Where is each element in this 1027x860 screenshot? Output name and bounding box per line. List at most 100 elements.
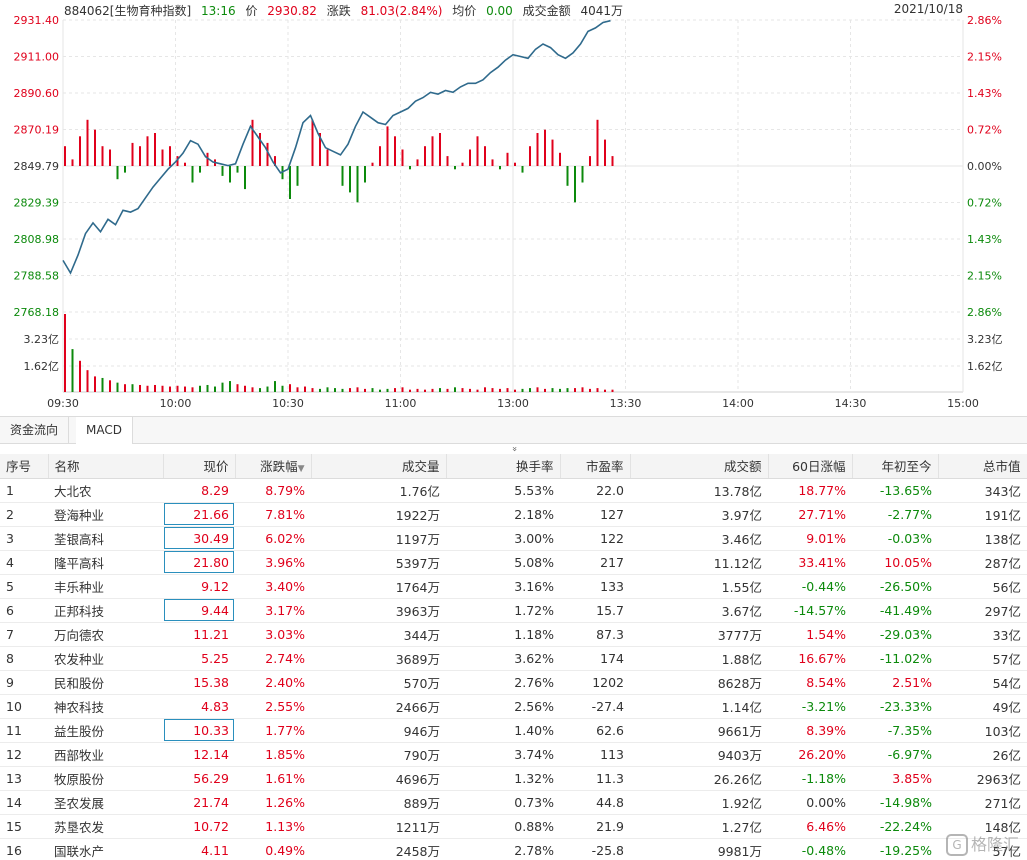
- cell-volume: 1.76亿: [311, 478, 446, 503]
- table-row[interactable]: 4 隆平高科 21.80 3.96% 5397万 5.08% 217 11.12亿 33.41%…: [0, 550, 1027, 575]
- cell-volume: 1211万: [311, 814, 446, 839]
- flow-bar: [469, 149, 471, 166]
- col-ytd[interactable]: 年初至今: [852, 454, 939, 479]
- collapse-toggle-icon[interactable]: »: [509, 446, 519, 452]
- flow-bar: [94, 129, 96, 166]
- amount-value: 4041万: [580, 4, 624, 18]
- cell-market-cap: 54亿: [938, 670, 1027, 695]
- cell-60d-change: -0.48%: [768, 838, 852, 860]
- volume-bar: [304, 386, 306, 392]
- table-row[interactable]: 11 益生股份 10.33 1.77% 946万 1.40% 62.6 9661万 8.39% -…: [0, 718, 1027, 743]
- cell-name: 隆平高科: [48, 550, 163, 575]
- flow-bar: [109, 149, 111, 166]
- cell-ytd: -19.25%: [852, 838, 938, 860]
- table-row[interactable]: 7 万向德农 11.21 3.03% 344万 1.18% 87.3 3777万 1.54% -2…: [0, 622, 1027, 647]
- cell-name: 苏垦农发: [48, 814, 163, 839]
- col-name[interactable]: 名称: [48, 454, 164, 479]
- intraday-chart[interactable]: 2931.40 2911.00 2890.60 2870.19 2849.79 2829.…: [0, 0, 1027, 412]
- price-value: 2930.82: [267, 4, 317, 18]
- cell-volume: 1764万: [311, 574, 446, 599]
- tab-macd[interactable]: MACD: [76, 417, 133, 444]
- cell-60d-change: 26.20%: [768, 742, 852, 767]
- cell-name: 西部牧业: [48, 742, 163, 767]
- cell-volume: 889万: [311, 790, 446, 815]
- cell-market-cap: 271亿: [938, 790, 1027, 815]
- table-row[interactable]: 9 民和股份 15.38 2.40% 570万 2.76% 1202 8628万 8.54% 2.…: [0, 670, 1027, 695]
- table-row[interactable]: 12 西部牧业 12.14 1.85% 790万 3.74% 113 9403万 26.20% -…: [0, 742, 1027, 767]
- cell-turnover: 1.32%: [446, 766, 560, 791]
- table-row[interactable]: 6 正邦科技 9.44 3.17% 3963万 1.72% 15.7 3.67亿 -14.57%…: [0, 598, 1027, 623]
- volume-bar: [71, 349, 74, 392]
- table-row[interactable]: 13 牧原股份 56.29 1.61% 4696万 1.32% 11.3 26.26亿 -1.1…: [0, 766, 1027, 791]
- flow-bar: [311, 119, 314, 166]
- cell-market-cap: 2963亿: [938, 766, 1027, 791]
- cell-ytd: -29.03%: [852, 622, 938, 647]
- flow-bar: [124, 166, 126, 173]
- cell-change-pct: 3.17%: [235, 598, 311, 623]
- col-pe[interactable]: 市盈率: [560, 454, 631, 479]
- col-price[interactable]: 现价: [163, 454, 236, 479]
- index-code-name: 884062[生物育种指数]: [64, 4, 192, 18]
- table-row[interactable]: 2 登海种业 21.66 7.81% 1922万 2.18% 127 3.97亿 27.71% -…: [0, 502, 1027, 527]
- flow-bar: [431, 136, 434, 166]
- flow-bar: [379, 146, 381, 166]
- col-index[interactable]: 序号: [0, 454, 49, 479]
- col-turnover[interactable]: 换手率: [446, 454, 561, 479]
- volume-bar: [604, 389, 606, 392]
- time-tick-label: 13:00: [497, 397, 529, 410]
- cell-market-cap: 49亿: [938, 694, 1027, 719]
- cell-pe: 11.3: [560, 766, 630, 791]
- volume-bar: [514, 389, 516, 392]
- flow-bar: [559, 152, 561, 166]
- cell-index: 7: [0, 622, 48, 647]
- cell-volume: 2458万: [311, 838, 446, 860]
- change-value: 81.03(2.84%): [360, 4, 443, 18]
- cell-index: 15: [0, 814, 48, 839]
- cell-turnover: 5.53%: [446, 478, 560, 503]
- cell-name: 神农科技: [48, 694, 163, 719]
- flow-bar: [439, 133, 441, 166]
- col-amount[interactable]: 成交额: [630, 454, 769, 479]
- table-row[interactable]: 15 苏垦农发 10.72 1.13% 1211万 0.88% 21.9 1.27亿 6.46%…: [0, 814, 1027, 839]
- cell-60d-change: -0.44%: [768, 574, 852, 599]
- cell-ytd: -22.24%: [852, 814, 938, 839]
- table-row[interactable]: 1 大北农 8.29 8.79% 1.76亿 5.53% 22.0 13.78亿 18.77% -…: [0, 478, 1027, 503]
- flow-bar: [341, 166, 344, 186]
- volume-bar: [484, 387, 486, 392]
- pct-tick-label: 2.15%: [967, 270, 1002, 283]
- cell-market-cap: 57亿: [938, 646, 1027, 671]
- volume-bar: [131, 384, 134, 392]
- chart-date: 2021/10/18: [893, 2, 963, 16]
- flow-bar: [364, 166, 366, 183]
- cell-amount: 1.14亿: [630, 694, 768, 719]
- volume-bar: [379, 389, 381, 392]
- table-row[interactable]: 10 神农科技 4.83 2.55% 2466万 2.56% -27.4 1.14亿 -3.21…: [0, 694, 1027, 719]
- cell-60d-change: 8.54%: [768, 670, 852, 695]
- price-tick-label: 2849.79: [14, 160, 60, 173]
- table-row[interactable]: 5 丰乐种业 9.12 3.40% 1764万 3.16% 133 1.55亿 -0.44% -2…: [0, 574, 1027, 599]
- cell-volume: 4696万: [311, 766, 446, 791]
- stock-table: 序号 名称 现价 涨跌幅▼ 成交量 换手率 市盈率 成交额 60日涨幅 年初至今…: [0, 454, 1027, 860]
- col-60d-change[interactable]: 60日涨幅: [768, 454, 853, 479]
- volume-bar: [191, 387, 194, 392]
- tab-capital-flow[interactable]: 资金流向: [0, 417, 70, 444]
- cell-60d-change: 18.77%: [768, 478, 852, 503]
- col-change-pct[interactable]: 涨跌幅▼: [235, 454, 312, 479]
- col-volume[interactable]: 成交量: [311, 454, 447, 479]
- flow-bar: [169, 146, 171, 166]
- volume-bar: [589, 388, 591, 392]
- flow-bar: [266, 142, 269, 166]
- table-row[interactable]: 14 圣农发展 21.74 1.26% 889万 0.73% 44.8 1.92亿 0.00% -…: [0, 790, 1027, 815]
- flow-bar: [64, 146, 66, 166]
- table-row[interactable]: 8 农发种业 5.25 2.74% 3689万 3.62% 174 1.88亿 16.67% -1…: [0, 646, 1027, 671]
- col-market-cap[interactable]: 总市值: [938, 454, 1027, 479]
- volume-bar: [461, 388, 464, 392]
- volume-bar: [139, 384, 141, 392]
- table-row[interactable]: 16 国联水产 4.11 0.49% 2458万 2.78% -25.8 9981万 -0.48…: [0, 838, 1027, 860]
- volume-bar: [169, 386, 171, 392]
- cell-volume: 790万: [311, 742, 446, 767]
- table-row[interactable]: 3 荃银高科 30.49 6.02% 1197万 3.00% 122 3.46亿 9.01% -0…: [0, 526, 1027, 551]
- cell-pe: 22.0: [560, 478, 630, 503]
- volume-bar: [559, 388, 561, 392]
- flow-bar: [296, 166, 299, 186]
